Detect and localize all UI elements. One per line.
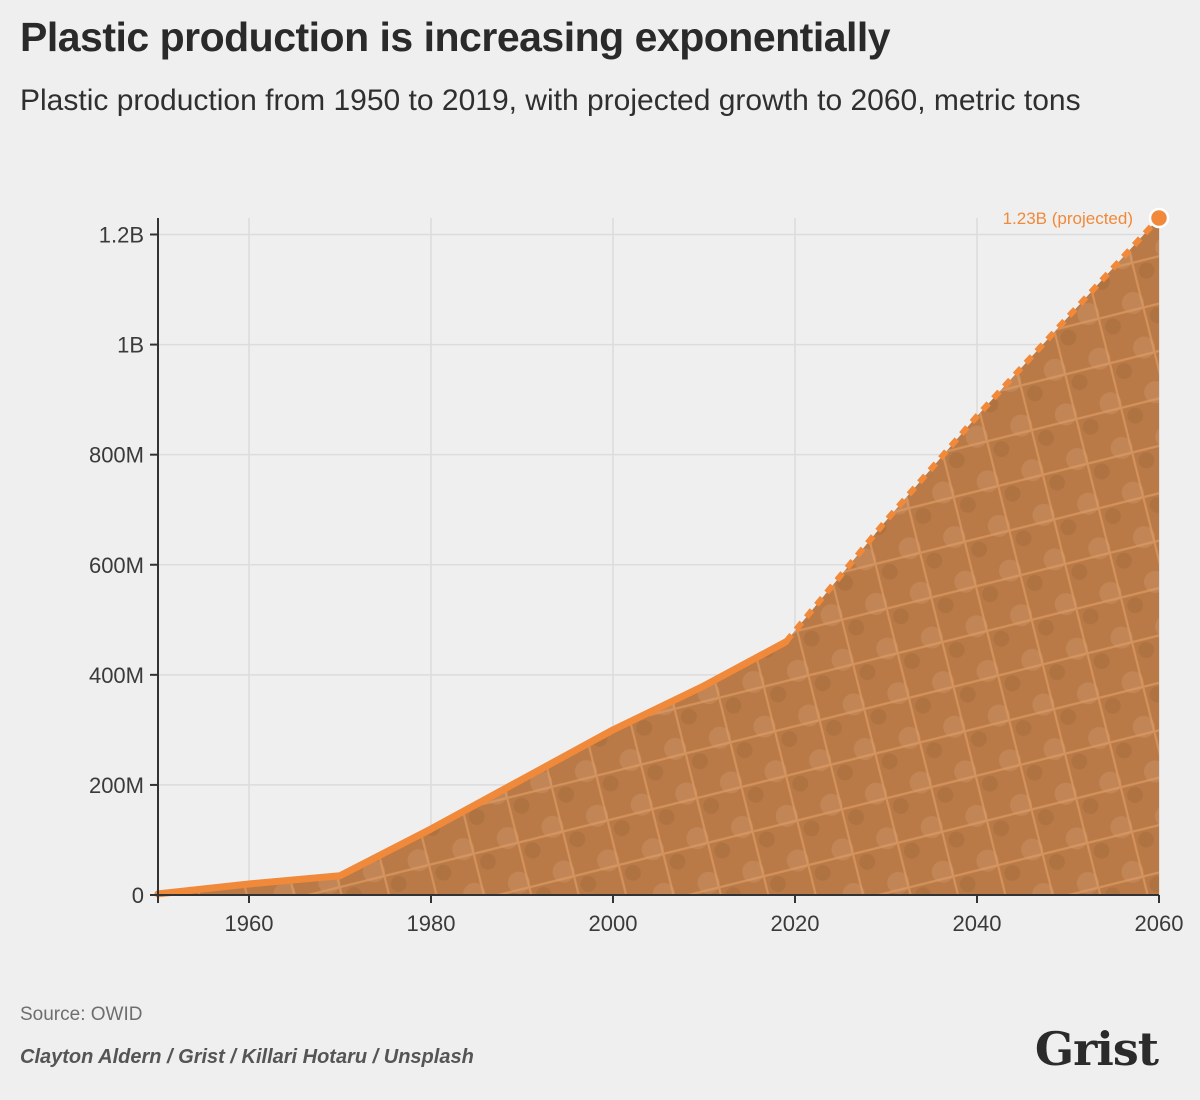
y-axis: 0 200M 400M 600M 800M 1B 1.2B (89, 223, 158, 908)
x-tick-label: 1980 (407, 911, 456, 936)
y-tick-label: 1.2B (99, 223, 144, 248)
projected-annotation-label: 1.23B (projected) (1003, 209, 1133, 228)
grist-logo: Grist (1034, 1022, 1159, 1076)
x-tick-label: 2040 (953, 911, 1002, 936)
area-texture (158, 218, 1159, 895)
source-note: Source: OWID (20, 1004, 143, 1025)
chart-subtitle: Plastic production from 1950 to 2019, wi… (20, 84, 1081, 117)
x-axis: 1960 1980 2000 2020 2040 2060 (225, 895, 1184, 936)
x-tick-label: 2060 (1135, 911, 1184, 936)
chart-title: Plastic production is increasing exponen… (20, 14, 891, 60)
credit-line: Clayton Aldern / Grist / Killari Hotaru … (20, 1046, 474, 1068)
y-tick-label: 200M (89, 773, 144, 798)
series-line-historical (154, 638, 790, 898)
line-layer (154, 215, 1162, 898)
y-tick-label: 600M (89, 553, 144, 578)
x-tick-label: 2000 (589, 911, 638, 936)
x-tick-label: 1960 (225, 911, 274, 936)
y-tick-label: 0 (132, 883, 144, 908)
projected-endpoint-dot (1148, 207, 1170, 229)
y-tick-label: 400M (89, 663, 144, 688)
series-line-projected (783, 215, 1162, 644)
axes (156, 218, 1159, 903)
y-tick-label: 1B (117, 333, 144, 358)
x-tick-label: 2020 (771, 911, 820, 936)
y-tick-label: 800M (89, 443, 144, 468)
plastic-production-chart: 1960 1980 2000 2020 2040 2060 0 200M 400M 600M 80… (89, 207, 1184, 936)
annotation-layer: 1.23B (projected) (1003, 207, 1170, 229)
area-layer (158, 218, 1159, 895)
